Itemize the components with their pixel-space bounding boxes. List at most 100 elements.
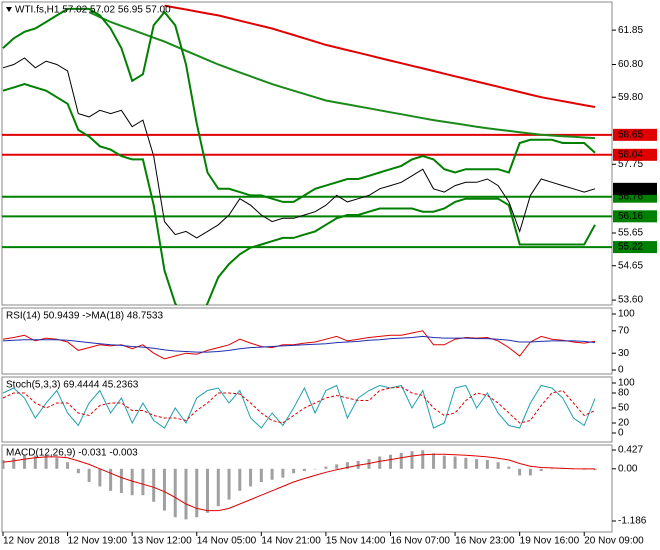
series-line bbox=[2, 384, 596, 429]
histogram-bar bbox=[23, 455, 27, 469]
y-tick-label: 57.75 bbox=[618, 159, 643, 170]
series-line bbox=[2, 330, 596, 360]
y-tick-label: 0 bbox=[618, 428, 624, 439]
x-tick-label: 12 Nov 19:00 bbox=[68, 536, 128, 547]
y-tick-label: 50 bbox=[618, 403, 630, 414]
histogram-bar bbox=[593, 468, 597, 471]
histogram-bar bbox=[399, 452, 403, 469]
level-label: 58.04 bbox=[618, 149, 643, 160]
histogram-bar bbox=[539, 468, 543, 472]
histogram-bar bbox=[152, 468, 156, 502]
y-tick-label: 0 bbox=[618, 365, 624, 376]
histogram-bar bbox=[249, 468, 253, 487]
y-tick-label: 0.00 bbox=[618, 463, 638, 474]
panel-title: WTI.fs,H1 57.02 57.02 56.95 57.00 bbox=[15, 5, 171, 16]
x-tick-label: 15 Nov 14:00 bbox=[326, 536, 386, 547]
y-tick-label: 53.60 bbox=[618, 295, 643, 306]
x-tick-label: 16 Nov 07:00 bbox=[390, 536, 450, 547]
histogram-bar bbox=[518, 468, 522, 476]
series-line bbox=[164, 4, 596, 108]
panel-title: RSI(14) 50.9439 ->MA(18) 48.7533 bbox=[6, 311, 163, 322]
y-tick-label: 100 bbox=[618, 378, 635, 389]
x-tick-label: 14 Nov 05:00 bbox=[197, 536, 257, 547]
histogram-bar bbox=[98, 468, 102, 487]
x-tick-label: 14 Nov 21:00 bbox=[261, 536, 321, 547]
x-tick-label: 16 Nov 23:00 bbox=[455, 536, 515, 547]
y-tick-label: 55.65 bbox=[618, 228, 643, 239]
histogram-bar bbox=[421, 450, 425, 469]
price-label: 57.00 bbox=[618, 183, 643, 194]
panel bbox=[1, 376, 613, 443]
histogram-bar bbox=[292, 468, 296, 474]
histogram-bar bbox=[238, 468, 242, 491]
histogram-bar bbox=[130, 468, 134, 496]
level-label: 55.22 bbox=[618, 242, 643, 253]
histogram-bar bbox=[464, 457, 468, 469]
histogram-bar bbox=[432, 453, 436, 469]
y-tick-label: 54.65 bbox=[618, 260, 643, 271]
x-tick-label: 12 Nov 2018 bbox=[3, 536, 60, 547]
histogram-bar bbox=[528, 468, 532, 476]
plot-area bbox=[2, 4, 612, 305]
y-tick-label: 30 bbox=[618, 348, 630, 359]
level-label-box bbox=[613, 241, 657, 254]
histogram-bar bbox=[141, 468, 145, 496]
histogram-bar bbox=[475, 459, 479, 469]
series-line bbox=[2, 7, 596, 203]
histogram-bar bbox=[66, 462, 70, 469]
y-tick-label: 20 bbox=[618, 418, 630, 429]
histogram-bar bbox=[453, 456, 457, 469]
histogram-bar bbox=[378, 456, 382, 469]
histogram-bar bbox=[55, 457, 59, 469]
plot-area bbox=[2, 330, 596, 360]
histogram-bar bbox=[507, 466, 511, 469]
series-line bbox=[2, 335, 596, 353]
level-label: 56.16 bbox=[618, 211, 643, 222]
histogram-bar bbox=[281, 468, 285, 478]
histogram-bar bbox=[335, 464, 339, 469]
histogram-bar bbox=[195, 468, 199, 518]
series-line bbox=[88, 11, 596, 140]
histogram-bar bbox=[345, 462, 349, 469]
plot-area bbox=[2, 450, 597, 520]
histogram-bar bbox=[410, 451, 414, 469]
histogram-bar bbox=[184, 468, 188, 520]
series-line bbox=[2, 453, 595, 512]
histogram-bar bbox=[313, 468, 317, 470]
x-tick-label: 20 Nov 09:00 bbox=[584, 536, 644, 547]
histogram-bar bbox=[109, 468, 113, 491]
panel-title: MACD(12,26,9) -0.031 -0.003 bbox=[6, 448, 138, 459]
histogram-bar bbox=[206, 468, 210, 513]
histogram-bar bbox=[259, 468, 263, 483]
y-tick-label: 0.427 bbox=[618, 445, 643, 456]
histogram-bar bbox=[162, 468, 166, 511]
series-line bbox=[2, 386, 596, 424]
panel-title: Stoch(5,3,3) 69.4444 45.2363 bbox=[6, 380, 139, 391]
histogram-bar bbox=[76, 468, 80, 474]
level-label: 58.65 bbox=[618, 129, 643, 140]
y-tick-label: 61.85 bbox=[618, 25, 643, 36]
y-tick-label: 70 bbox=[618, 325, 630, 336]
histogram-bar bbox=[227, 468, 231, 500]
histogram-bar bbox=[216, 468, 220, 507]
price-label-box bbox=[613, 182, 657, 195]
histogram-bar bbox=[2, 460, 5, 469]
level-label: 56.76 bbox=[618, 191, 643, 202]
y-tick-label: 59.80 bbox=[618, 92, 643, 103]
histogram-bar bbox=[388, 454, 392, 469]
histogram-bar bbox=[550, 468, 554, 470]
series-line bbox=[2, 57, 596, 239]
y-tick-label: -1.186 bbox=[618, 516, 647, 527]
histogram-bar bbox=[496, 462, 500, 469]
x-tick-label: 13 Nov 12:00 bbox=[132, 536, 192, 547]
histogram-bar bbox=[33, 455, 37, 469]
level-label-box bbox=[613, 210, 657, 223]
histogram-bar bbox=[270, 468, 274, 480]
histogram-bar bbox=[87, 468, 91, 483]
panel bbox=[1, 444, 613, 533]
plot-area bbox=[2, 384, 596, 429]
y-tick-label: 80 bbox=[618, 388, 630, 399]
histogram-bar bbox=[302, 468, 306, 472]
level-label-box bbox=[613, 128, 657, 141]
